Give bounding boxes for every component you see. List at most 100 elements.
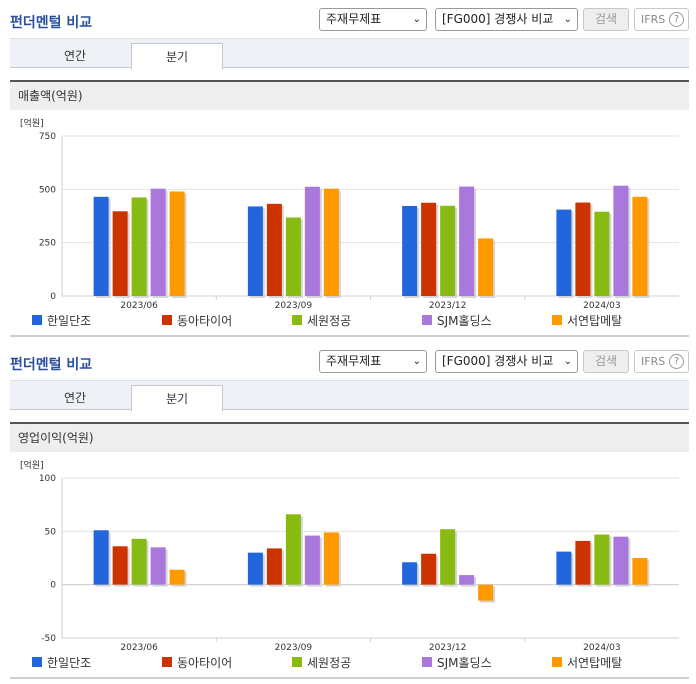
legend-label: 서연탑메탈 — [567, 656, 623, 670]
bar — [440, 529, 456, 585]
legend-label: 세원정공 — [307, 314, 352, 328]
bar — [323, 532, 339, 585]
bar — [266, 548, 282, 585]
bar — [266, 203, 282, 296]
bar — [150, 188, 166, 296]
peer-group-value: [FG000] 경쟁사 비교 — [442, 354, 554, 368]
legend-swatch — [162, 657, 172, 667]
bar — [594, 211, 610, 296]
bar — [402, 562, 418, 585]
y-tick-label: 100 — [39, 474, 56, 484]
legend-swatch — [292, 657, 302, 667]
y-tick-label: -50 — [41, 634, 56, 644]
bar — [613, 536, 629, 585]
divider — [10, 677, 689, 679]
legend-swatch — [552, 657, 562, 667]
bar — [169, 191, 185, 296]
bar — [304, 186, 320, 296]
bar — [478, 238, 494, 296]
chevron-down-icon: ⌄ — [563, 356, 572, 367]
bar — [632, 196, 648, 296]
x-tick-label: 2023/09 — [275, 643, 313, 653]
chevron-down-icon: ⌄ — [412, 356, 421, 367]
bar — [556, 551, 572, 585]
x-tick-label: 2023/06 — [120, 301, 158, 311]
chevron-down-icon: ⌄ — [412, 14, 421, 25]
bar — [440, 205, 456, 296]
peer-group-select[interactable]: [FG000] 경쟁사 비교 ⌄ — [435, 350, 578, 373]
bar — [285, 514, 301, 585]
bar — [93, 196, 109, 296]
legend-label: 세원정공 — [307, 656, 352, 670]
chart-legend: 한일단조 동아타이어 세원정공 SJM홀딩스 서연탑메탈 — [10, 312, 689, 330]
legend-label: 동아타이어 — [177, 314, 233, 328]
legend-label: SJM홀딩스 — [437, 314, 492, 328]
bar — [150, 547, 166, 585]
x-tick-label: 2024/03 — [583, 643, 620, 653]
search-button[interactable]: 검색 — [583, 8, 629, 31]
operating-income-chart: [억원] -50 0 50 100 2023/06 2023/09 2023/12 2024/0… — [10, 454, 689, 679]
bar — [632, 558, 648, 585]
peer-group-select[interactable]: [FG000] 경쟁사 비교 ⌄ — [435, 8, 578, 31]
report-type-select[interactable]: 주재무제표 ⌄ — [319, 350, 427, 373]
bar — [285, 217, 301, 296]
help-icon[interactable]: ? — [669, 12, 684, 27]
metric-header: 매출액(억원) — [10, 80, 689, 110]
chart-svg: [억원] 0 250 500 750 2023/06 2023/09 2023/12 2024/… — [20, 117, 679, 311]
legend-swatch — [552, 315, 562, 325]
search-button[interactable]: 검색 — [583, 350, 629, 373]
x-tick-label: 2023/09 — [275, 301, 313, 311]
bar — [112, 211, 128, 296]
tab-quarterly[interactable]: 분기 — [131, 43, 223, 70]
y-tick-label: 50 — [45, 527, 57, 537]
panel-title: 펀더멘털 비교 — [10, 15, 93, 31]
report-type-value: 주재무제표 — [326, 12, 382, 26]
ifrs-button[interactable]: IFRS ? — [634, 350, 689, 373]
chart-svg: [억원] -50 0 50 100 2023/06 2023/09 2023/12 2024/0… — [20, 459, 679, 653]
y-unit-label: [억원] — [20, 117, 44, 129]
revenue-chart: [억원] 0 250 500 750 2023/06 2023/09 2023/12 2024/… — [10, 112, 689, 337]
bar — [575, 540, 591, 585]
bar — [421, 553, 437, 585]
legend-swatch — [422, 315, 432, 325]
x-tick-label: 2023/06 — [120, 643, 158, 653]
legend-swatch — [32, 315, 42, 325]
tab-annual[interactable]: 연간 — [63, 391, 87, 405]
bar — [323, 188, 339, 296]
y-tick-label: 0 — [50, 292, 56, 302]
bar — [247, 206, 263, 296]
legend-label: 동아타이어 — [177, 656, 233, 670]
help-icon[interactable]: ? — [669, 354, 684, 369]
tab-annual[interactable]: 연간 — [63, 49, 87, 63]
divider — [10, 335, 689, 337]
bar — [478, 584, 494, 601]
x-tick-label: 2023/12 — [429, 301, 466, 311]
legend-label: 서연탑메탈 — [567, 314, 623, 328]
fundamental-panel-operating-income: 펀더멘털 비교 주재무제표 ⌄ [FG000] 경쟁사 비교 ⌄ 검색 IFRS… — [0, 342, 696, 684]
y-tick-label: 250 — [39, 239, 56, 249]
legend-label: 한일단조 — [47, 314, 92, 328]
legend-swatch — [292, 315, 302, 325]
y-tick-label: 0 — [50, 581, 56, 591]
period-tabs: 연간 분기 — [10, 38, 689, 70]
legend-label: 한일단조 — [47, 656, 92, 670]
y-unit-label: [억원] — [20, 459, 44, 471]
bar — [613, 185, 629, 296]
bar — [459, 575, 475, 585]
chevron-down-icon: ⌄ — [563, 14, 572, 25]
legend-swatch — [162, 315, 172, 325]
y-tick-label: 500 — [39, 185, 56, 195]
x-tick-label: 2023/12 — [429, 643, 466, 653]
panel-title: 펀더멘털 비교 — [10, 357, 93, 373]
bar — [575, 202, 591, 296]
x-tick-label: 2024/03 — [583, 301, 620, 311]
fundamental-panel-revenue: 펀더멘털 비교 주재무제표 ⌄ [FG000] 경쟁사 비교 ⌄ 검색 IFRS… — [10, 8, 689, 337]
bar — [247, 552, 263, 585]
bar — [421, 202, 437, 296]
period-tabs: 연간 분기 — [10, 380, 689, 412]
bar — [594, 534, 610, 585]
legend-swatch — [32, 657, 42, 667]
report-type-select[interactable]: 주재무제표 ⌄ — [319, 8, 427, 31]
ifrs-button[interactable]: IFRS ? — [634, 8, 689, 31]
tab-quarterly[interactable]: 분기 — [131, 385, 223, 412]
